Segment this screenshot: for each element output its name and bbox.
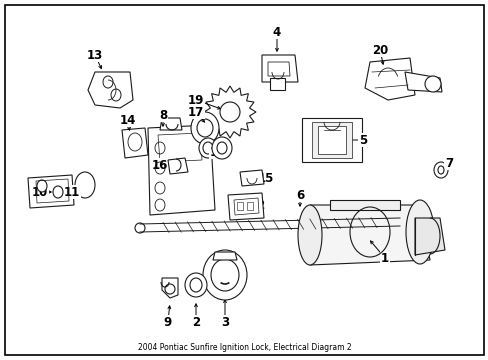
- Ellipse shape: [197, 119, 213, 137]
- Text: 18: 18: [209, 145, 226, 158]
- Polygon shape: [122, 128, 148, 158]
- Polygon shape: [213, 252, 237, 260]
- Polygon shape: [227, 193, 264, 220]
- Ellipse shape: [424, 76, 440, 92]
- Polygon shape: [364, 58, 414, 100]
- Text: 7: 7: [444, 157, 452, 170]
- Ellipse shape: [184, 273, 206, 297]
- Ellipse shape: [191, 112, 219, 144]
- Ellipse shape: [164, 284, 175, 294]
- Ellipse shape: [190, 278, 202, 292]
- Polygon shape: [309, 205, 429, 265]
- Polygon shape: [162, 278, 178, 298]
- Text: 17: 17: [187, 105, 203, 118]
- Polygon shape: [329, 200, 399, 210]
- Polygon shape: [317, 126, 346, 154]
- Text: 19: 19: [187, 94, 204, 107]
- Text: 2: 2: [192, 315, 200, 328]
- Text: 10: 10: [32, 185, 48, 198]
- Polygon shape: [168, 158, 187, 174]
- Polygon shape: [302, 118, 361, 162]
- Ellipse shape: [75, 172, 95, 198]
- Ellipse shape: [203, 250, 246, 300]
- Polygon shape: [311, 122, 351, 158]
- Text: 12: 12: [249, 198, 265, 212]
- Text: 11: 11: [64, 185, 80, 198]
- Text: 16: 16: [151, 158, 168, 171]
- Ellipse shape: [437, 166, 443, 174]
- Polygon shape: [203, 86, 256, 138]
- Ellipse shape: [37, 180, 47, 192]
- Ellipse shape: [203, 142, 213, 154]
- Polygon shape: [240, 170, 264, 186]
- Text: 2004 Pontiac Sunfire Ignition Lock, Electrical Diagram 2: 2004 Pontiac Sunfire Ignition Lock, Elec…: [138, 343, 350, 352]
- Text: 4: 4: [272, 26, 281, 39]
- Ellipse shape: [53, 186, 63, 198]
- Text: 14: 14: [120, 113, 136, 126]
- Text: 15: 15: [257, 171, 274, 185]
- Ellipse shape: [212, 137, 231, 159]
- Ellipse shape: [135, 223, 145, 233]
- Polygon shape: [160, 118, 182, 130]
- Polygon shape: [269, 78, 285, 90]
- Ellipse shape: [297, 205, 321, 265]
- Ellipse shape: [210, 259, 239, 291]
- Ellipse shape: [405, 200, 433, 264]
- Polygon shape: [148, 125, 215, 215]
- Ellipse shape: [433, 162, 447, 178]
- Ellipse shape: [220, 102, 240, 122]
- Text: 20: 20: [371, 44, 387, 57]
- Text: 13: 13: [87, 49, 103, 62]
- Polygon shape: [262, 55, 297, 82]
- Text: 1: 1: [380, 252, 388, 265]
- Polygon shape: [88, 72, 133, 108]
- Text: 3: 3: [221, 315, 228, 328]
- Polygon shape: [404, 72, 441, 92]
- Text: 8: 8: [159, 108, 167, 122]
- Ellipse shape: [199, 138, 217, 158]
- Polygon shape: [267, 62, 289, 76]
- Ellipse shape: [217, 142, 226, 154]
- Text: 9: 9: [163, 315, 172, 328]
- Polygon shape: [28, 175, 74, 208]
- Text: 6: 6: [295, 189, 304, 202]
- Polygon shape: [414, 218, 444, 255]
- Text: 5: 5: [358, 134, 366, 147]
